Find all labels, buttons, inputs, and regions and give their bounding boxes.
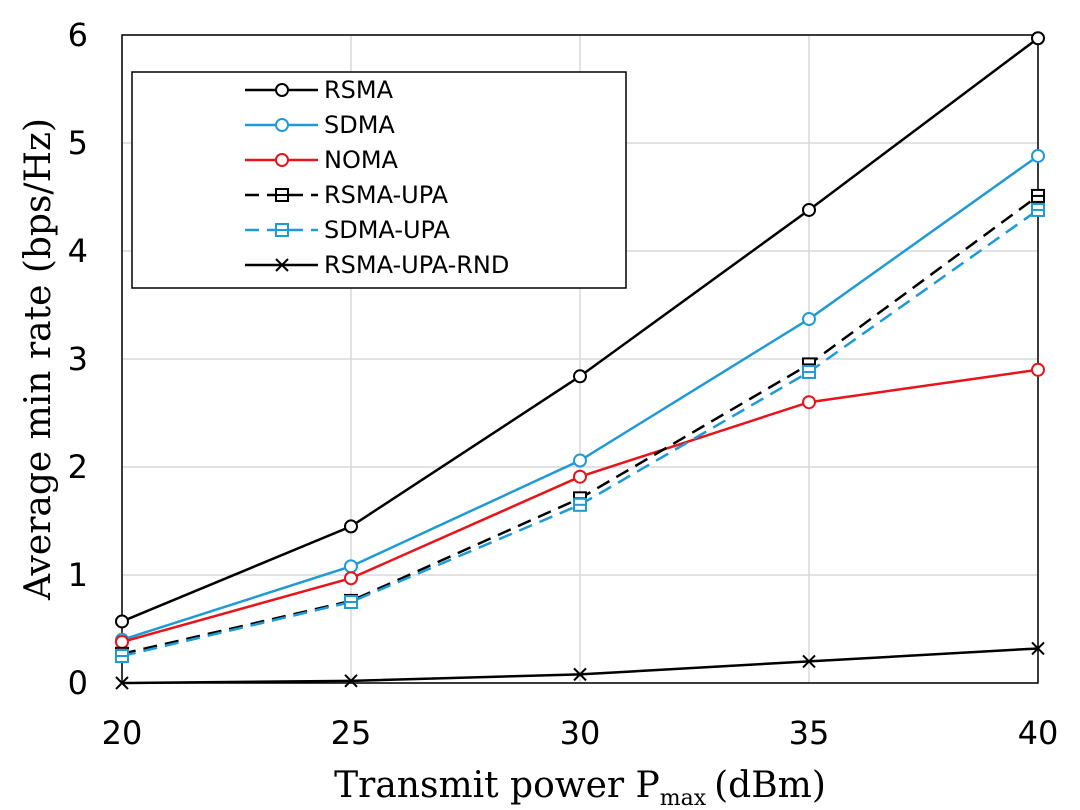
data-point	[344, 571, 358, 586]
legend-label: NOMA	[324, 146, 399, 174]
x-axis-title: Transmit power Pmax (dBm)	[334, 765, 826, 810]
data-point	[1031, 641, 1045, 656]
plot-area-frame	[121, 34, 1039, 684]
legend-label: SDMA-UPA	[324, 216, 450, 244]
data-point	[115, 676, 129, 690]
x-tick-label: 25	[331, 714, 372, 752]
series-noma	[115, 362, 1045, 649]
x-axis-title-unit: (dBm)	[714, 765, 826, 806]
legend-label: RSMA	[324, 76, 394, 104]
legend: RSMA SDMA NOMA RSMA-UPA SDMA-UPA RSMA-UPA-RND	[131, 71, 627, 289]
x-tick-label: 40	[1018, 714, 1059, 752]
x-tick-label: 35	[789, 714, 830, 752]
legend-item: RSMA-UPA-RND	[245, 251, 509, 279]
data-point	[1031, 362, 1045, 377]
y-tick-label: 1	[68, 556, 88, 594]
legend-marker	[275, 258, 289, 272]
data-point	[344, 519, 358, 534]
data-point	[573, 469, 587, 484]
legend-label: RSMA-UPA	[324, 181, 449, 209]
legend-item: SDMA-UPA	[245, 216, 450, 244]
legend-item: NOMA	[245, 146, 399, 174]
legend-label: RSMA-UPA-RND	[324, 251, 509, 279]
legend-marker	[275, 118, 289, 132]
data-point	[344, 674, 358, 688]
legend-marker	[275, 83, 289, 97]
x-axis-title-sub: max	[660, 786, 707, 810]
data-point	[115, 614, 129, 629]
legend-box	[131, 71, 627, 289]
y-tick-label: 6	[68, 16, 88, 54]
y-tick-labels: 0 1 2 3 4 5 6	[68, 16, 88, 702]
y-tick-label: 3	[68, 340, 88, 378]
x-tick-label: 30	[560, 714, 601, 752]
data-point	[115, 634, 129, 649]
legend-item: RSMA	[245, 76, 394, 104]
data-point	[573, 453, 587, 468]
legend-item: SDMA	[245, 111, 395, 139]
y-tick-label: 2	[68, 448, 88, 486]
legend-marker	[275, 153, 289, 167]
x-tick-labels: 20 25 30 35 40	[102, 714, 1059, 752]
data-point	[573, 369, 587, 384]
series-rsma	[115, 31, 1045, 629]
y-tick-label: 0	[68, 664, 88, 702]
series-rsma-upa-rnd	[115, 641, 1045, 690]
series-sdma-upa	[115, 202, 1045, 663]
x-axis-title-main: Transmit power P	[334, 765, 660, 806]
data-point	[344, 559, 358, 574]
data-point	[1031, 31, 1045, 46]
data-point	[573, 667, 587, 682]
series-layer	[115, 31, 1045, 690]
y-tick-label: 5	[68, 124, 88, 162]
y-axis-title: Average min rate (bps/Hz)	[18, 118, 59, 601]
x-tick-label: 20	[102, 714, 143, 752]
data-point	[802, 654, 816, 669]
data-point	[802, 202, 816, 217]
y-tick-label: 4	[68, 232, 88, 270]
legend-item: RSMA-UPA	[245, 181, 449, 209]
data-point	[802, 395, 816, 410]
legend-label: SDMA	[324, 111, 395, 139]
data-point	[1031, 148, 1045, 163]
data-point	[802, 312, 816, 327]
